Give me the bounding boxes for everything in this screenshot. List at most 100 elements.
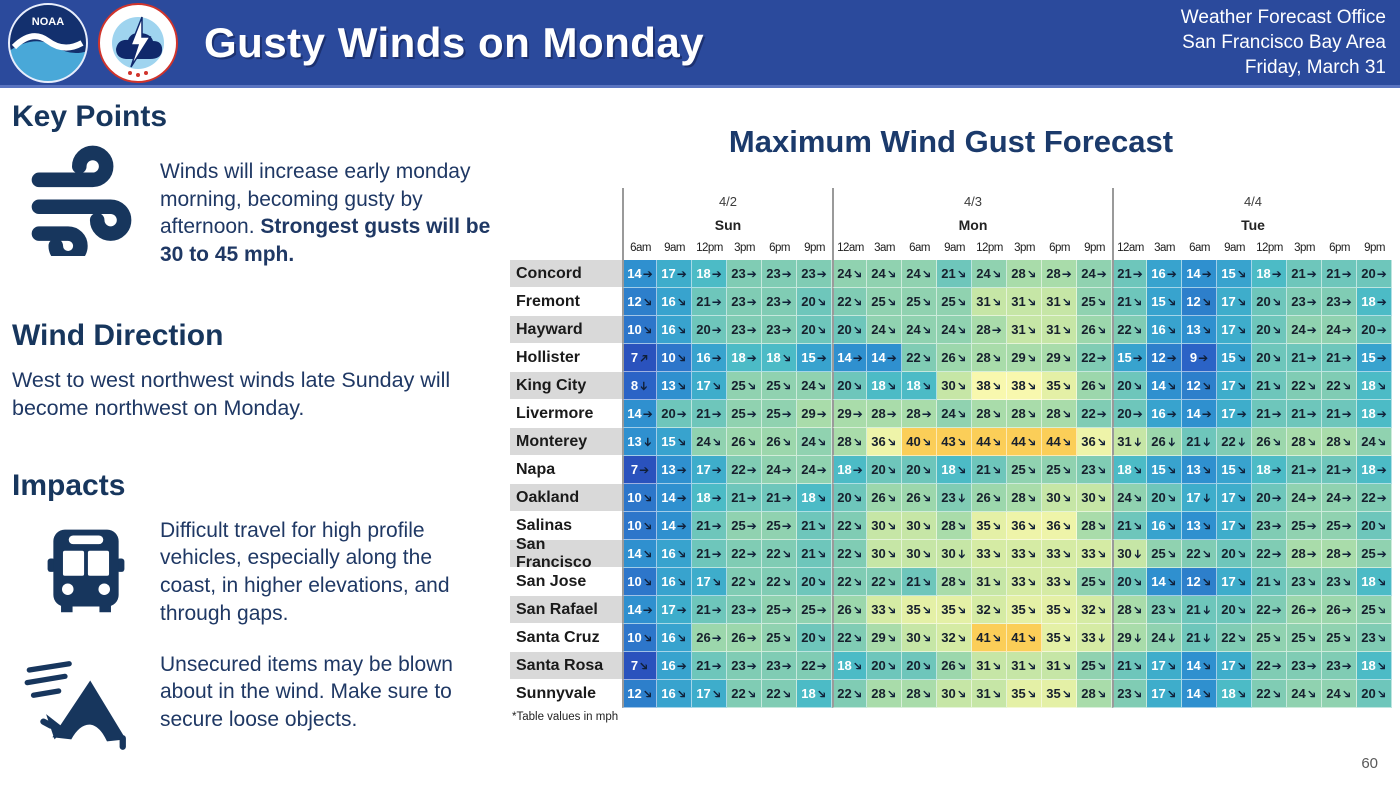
wind-direction-arrow-icon: ➔	[1306, 518, 1317, 533]
gust-value: 17	[696, 462, 711, 477]
wind-direction-arrow-icon: ➔	[1376, 266, 1387, 281]
wind-direction-arrow-icon: ➔	[1023, 292, 1041, 311]
gust-value: 23	[941, 490, 956, 505]
wind-direction-arrow-icon: ➔	[1058, 516, 1076, 535]
gust-value: 25	[731, 406, 746, 421]
wind-direction-arrow-icon: ➔	[746, 630, 757, 645]
wind-direction-arrow-icon: ➔	[883, 432, 901, 451]
gust-value: 28	[976, 406, 991, 421]
table-corner	[510, 214, 622, 236]
gust-cell: 14 ➔	[657, 484, 692, 512]
gust-cell: 10 ➔	[622, 624, 657, 652]
gust-value: 17	[1221, 658, 1236, 673]
wind-direction-arrow-icon: ➔	[886, 350, 897, 365]
gust-value: 20	[1361, 686, 1376, 701]
wind-direction-arrow-icon: ➔	[746, 406, 757, 421]
time-header: 3am	[1154, 242, 1175, 254]
gust-cell: 28 ➔	[1042, 400, 1077, 428]
gust-cell: 24 ➔	[692, 428, 727, 456]
wind-direction-arrow-icon: ➔	[988, 572, 1006, 591]
gust-value: 25	[1011, 462, 1026, 477]
gust-cell: 25 ➔	[762, 596, 797, 624]
gust-cell: 28 ➔	[937, 512, 972, 540]
wind-direction-arrow-icon: ➔	[988, 544, 1006, 563]
gust-value: 18	[1221, 686, 1236, 701]
gust-cell: 32 ➔	[972, 596, 1007, 624]
gust-cell: 33 ➔	[1077, 624, 1112, 652]
gust-cell: 18 ➔	[797, 484, 832, 512]
wind-direction-arrow-icon: ➔	[1023, 404, 1041, 423]
gust-cell: 31 ➔	[1007, 316, 1042, 344]
gust-cell: 31 ➔	[1042, 652, 1077, 680]
wind-direction-arrow-icon: ➔	[953, 600, 971, 619]
wind-direction-arrow-icon: ➔	[1023, 488, 1041, 507]
key-points-text-bold: Strongest gusts will be 30 to 45 mph.	[160, 215, 491, 267]
wind-direction-arrow-icon: ➔	[1268, 348, 1286, 367]
page-number: 60	[1361, 755, 1378, 772]
wind-direction-arrow-icon: ➔	[918, 264, 936, 283]
wind-direction-arrow-icon: ➔	[1093, 292, 1111, 311]
gust-cell: 28 ➔	[937, 568, 972, 596]
gust-cell: 23 ➔	[1287, 652, 1322, 680]
gust-cell: 24 ➔	[1322, 680, 1357, 708]
gust-cell: 26 ➔	[1252, 428, 1287, 456]
gust-value: 22	[1221, 630, 1236, 645]
gust-cell: 18 ➔	[902, 372, 937, 400]
wind-direction-arrow-icon: ➔	[1271, 518, 1282, 533]
gust-value: 25	[1361, 546, 1376, 561]
wind-direction-arrow-icon: ➔	[1341, 518, 1352, 533]
gust-value: 21	[1256, 406, 1271, 421]
gust-cell: 24 ➔	[1287, 316, 1322, 344]
gust-value: 25	[1081, 294, 1096, 309]
gust-value: 21	[1291, 462, 1306, 477]
wind-direction-arrow-icon: ➔	[918, 684, 936, 703]
day-group-name: Mon	[832, 214, 1112, 236]
gust-cell: 25 ➔	[727, 512, 762, 540]
gust-cell: 25 ➔	[1042, 456, 1077, 484]
wind-direction-arrow-icon: ➔	[1199, 436, 1214, 447]
gust-cell: 18 ➔	[1217, 680, 1252, 708]
gust-cell: 28 ➔	[1077, 512, 1112, 540]
gust-cell: 10 ➔	[622, 316, 657, 344]
gust-cell: 14 ➔	[867, 344, 902, 372]
gust-cell: 30 ➔	[1042, 484, 1077, 512]
gust-cell: 24 ➔	[867, 316, 902, 344]
gust-value: 25	[766, 630, 781, 645]
gust-value: 28	[1291, 546, 1306, 561]
gust-value: 20	[906, 658, 921, 673]
gust-value: 15	[1151, 294, 1166, 309]
gust-cell: 21 ➔	[692, 652, 727, 680]
gust-value: 22	[1117, 322, 1132, 337]
wind-direction-arrow-icon: ➔	[1233, 376, 1251, 395]
wind-direction-arrow-icon: ➔	[1373, 628, 1391, 647]
wind-direction-arrow-icon: ➔	[1233, 516, 1251, 535]
gust-value: 17	[1151, 658, 1166, 673]
gust-value: 22	[731, 546, 746, 561]
gust-value: 14	[627, 406, 642, 421]
gust-value: 23	[801, 266, 816, 281]
gust-value: 25	[1326, 518, 1341, 533]
gust-value: 25	[941, 294, 956, 309]
wind-direction-arrow-icon: ➔	[746, 322, 757, 337]
tent-icon	[24, 660, 126, 750]
wind-direction-arrow-icon: ➔	[1164, 632, 1179, 643]
wind-direction-arrow-icon: ➔	[1163, 544, 1181, 563]
time-header: 6pm	[1329, 242, 1350, 254]
wind-direction-arrow-icon: ➔	[711, 518, 722, 533]
wind-direction-arrow-icon: ➔	[1198, 320, 1216, 339]
time-header: 12pm	[696, 242, 723, 254]
wind-direction-arrow-icon: ➔	[1271, 266, 1282, 281]
gust-cell: 16 ➔	[657, 652, 692, 680]
gust-cell: 22 ➔	[1217, 428, 1252, 456]
gust-cell: 43 ➔	[937, 428, 972, 456]
gust-cell: 15 ➔	[1217, 344, 1252, 372]
gust-value: 20	[1256, 490, 1271, 505]
gust-value: 22	[1361, 490, 1376, 505]
gust-cell: 20 ➔	[1357, 512, 1392, 540]
gust-value: 21	[696, 602, 711, 617]
gust-value: 10	[627, 518, 642, 533]
wind-direction-arrow-icon: ➔	[1233, 656, 1251, 675]
wind-direction-arrow-icon: ➔	[852, 406, 863, 421]
wind-direction-arrow-icon: ➔	[1130, 632, 1145, 643]
gust-cell: 21 ➔	[1252, 400, 1287, 428]
